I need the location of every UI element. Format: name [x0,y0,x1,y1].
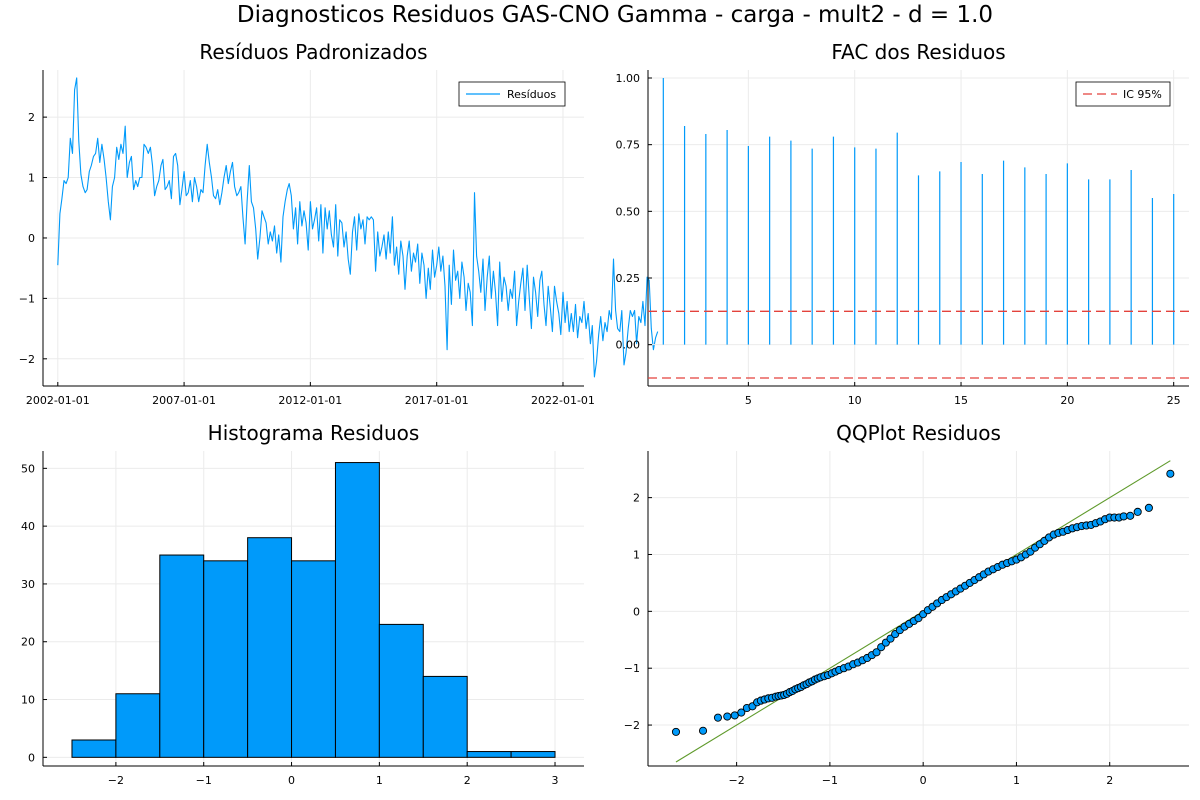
y-tick-label: 0 [28,232,35,245]
y-tick-label: 0.50 [616,205,641,218]
panel-title: FAC dos Residuos [831,40,1005,64]
x-tick-label: 2 [464,774,471,787]
x-tick-label: 2022-01-01 [531,394,595,407]
histogram-bar [422,675,468,758]
x-tick-label: 1 [376,774,383,787]
figure-title: Diagnosticos Residuos GAS-CNO Gamma - ca… [237,2,993,28]
acf-stem-chart: 5 10 15 20 25 0.00 0.25 0.50 0.75 1.00 FAC dos Res… [616,40,1189,407]
residuals-series-line [57,77,659,378]
qq-plot: −2 −1 0 1 2 −2 −1 0 1 2 QQPlot Residuos [624,421,1189,787]
y-tick-label: 10 [21,694,35,707]
y-tick-label: 1 [633,548,640,561]
qq-point [713,713,723,722]
x-tick-label: 20 [1060,394,1074,407]
qq-point [671,727,681,736]
histogram-bar [71,739,117,758]
histogram-bar [203,560,249,758]
x-tick-label: 1 [1013,774,1020,787]
panel-title: QQPlot Residuos [836,421,1001,445]
panel-title: Histograma Residuos [208,421,420,445]
y-tick-label: 2 [633,492,640,505]
legend: IC 95% [1075,81,1171,107]
qq-point [698,726,708,735]
y-tick-label: 2 [28,111,35,124]
x-tick-label: 2 [1106,774,1113,787]
qq-point [872,648,881,657]
panel-title: Resíduos Padronizados [199,40,427,64]
histogram-bar [159,554,205,758]
qq-point [1144,503,1153,512]
histogram-bar [291,560,336,758]
histogram-bar [378,623,424,758]
x-tick-label: −2 [729,774,745,787]
y-tick-label: 30 [21,578,35,591]
histogram-bar [510,751,556,758]
y-tick-label: 20 [21,636,35,649]
qq-point [1126,511,1135,520]
y-tick-label: 0.25 [616,272,641,285]
y-tick-label: 50 [21,462,35,475]
qq-point [1133,507,1142,516]
legend-label-ic: IC 95% [1123,88,1162,101]
y-tick-label: −1 [19,292,35,305]
x-tick-label: −1 [196,774,212,787]
y-tick-label: −2 [624,719,640,732]
legend: Resíduos [458,81,566,107]
x-tick-label: 2012-01-01 [278,394,342,407]
x-tick-label: 3 [552,774,559,787]
x-tick-label: 15 [954,394,968,407]
qq-point [1166,469,1175,478]
qq-point [723,712,732,721]
y-tick-label: 40 [21,520,35,533]
x-tick-label: −1 [822,774,838,787]
y-tick-label: −2 [19,353,35,366]
qq-point [737,708,746,717]
y-tick-label: 0 [633,605,640,618]
y-tick-label: 0.00 [616,339,641,352]
x-tick-label: −2 [108,774,124,787]
residuals-line-chart: 2002-01-01 2007-01-01 2012-01-01 2017-01-01… [19,40,659,407]
y-tick-label: 0 [28,751,35,764]
histogram-bar [466,751,512,758]
histogram-bar [115,693,161,758]
x-tick-label: 0 [288,774,295,787]
y-tick-label: 1 [28,172,35,185]
y-tick-label: 0.75 [616,139,641,152]
legend-label-residuos: Resíduos [507,88,556,101]
x-tick-label: 10 [848,394,862,407]
x-tick-label: 5 [745,394,752,407]
x-tick-label: 2007-01-01 [152,394,216,407]
histogram-bar [334,462,380,758]
x-tick-label: 2002-01-01 [26,394,90,407]
qq-point [730,711,739,720]
y-tick-label: 1.00 [616,72,641,85]
x-tick-label: 0 [920,774,927,787]
x-tick-label: 2017-01-01 [405,394,469,407]
histogram-bar [247,537,293,758]
y-tick-label: −1 [624,662,640,675]
x-tick-label: 25 [1167,394,1181,407]
